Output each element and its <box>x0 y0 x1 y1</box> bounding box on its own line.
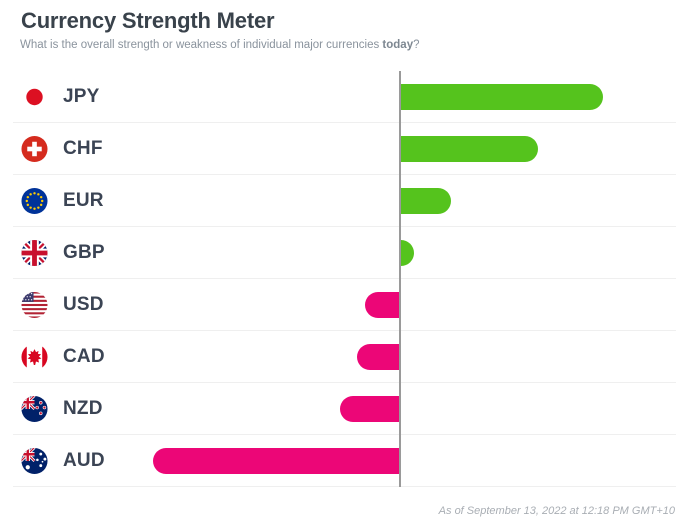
canada-flag-icon <box>21 343 48 370</box>
currency-code-label: CAD <box>63 345 105 367</box>
chart-rows: JPY CHF EUR GBP USD CAD NZD AUD <box>13 71 676 487</box>
strength-bar-eur <box>401 187 451 214</box>
page-subtitle: What is the overall strength or weakness… <box>20 39 420 51</box>
strength-bar-nzd <box>340 395 400 422</box>
strength-bar-chart: JPY CHF EUR GBP USD CAD NZD AUD <box>13 71 676 487</box>
currency-row-cad: CAD <box>13 331 676 383</box>
currency-code-label: GBP <box>63 241 105 263</box>
currency-code-label: USD <box>63 293 104 315</box>
strength-bar-aud <box>153 447 400 474</box>
strength-bar-jpy <box>401 83 603 110</box>
currency-row-usd: USD <box>13 279 676 331</box>
us-flag-icon <box>21 291 48 318</box>
subtitle-question-mark: ? <box>413 39 420 51</box>
currency-row-eur: EUR <box>13 175 676 227</box>
currency-row-chf: CHF <box>13 123 676 175</box>
currency-row-jpy: JPY <box>13 71 676 123</box>
strength-bar-usd <box>365 291 400 318</box>
australia-flag-icon <box>21 447 48 474</box>
currency-code-label: AUD <box>63 449 105 471</box>
switzerland-flag-icon <box>21 135 48 162</box>
strength-bar-chf <box>401 135 538 162</box>
currency-row-nzd: NZD <box>13 383 676 435</box>
currency-code-label: CHF <box>63 137 103 159</box>
currency-row-gbp: GBP <box>13 227 676 279</box>
strength-bar-gbp <box>401 239 414 266</box>
japan-flag-icon <box>21 83 48 110</box>
currency-code-label: NZD <box>63 397 103 419</box>
subtitle-text: What is the overall strength or weakness… <box>20 39 383 51</box>
zero-axis-line <box>399 71 401 487</box>
new-zealand-flag-icon <box>21 395 48 422</box>
eu-flag-icon <box>21 187 48 214</box>
subtitle-bold-word: today <box>382 39 414 51</box>
timestamp: As of September 13, 2022 at 12:18 PM GMT… <box>438 505 675 517</box>
strength-bar-cad <box>357 343 400 370</box>
currency-code-label: JPY <box>63 85 100 107</box>
uk-flag-icon <box>21 239 48 266</box>
currency-row-aud: AUD <box>13 435 676 487</box>
page-title: Currency Strength Meter <box>21 8 275 33</box>
currency-code-label: EUR <box>63 189 104 211</box>
